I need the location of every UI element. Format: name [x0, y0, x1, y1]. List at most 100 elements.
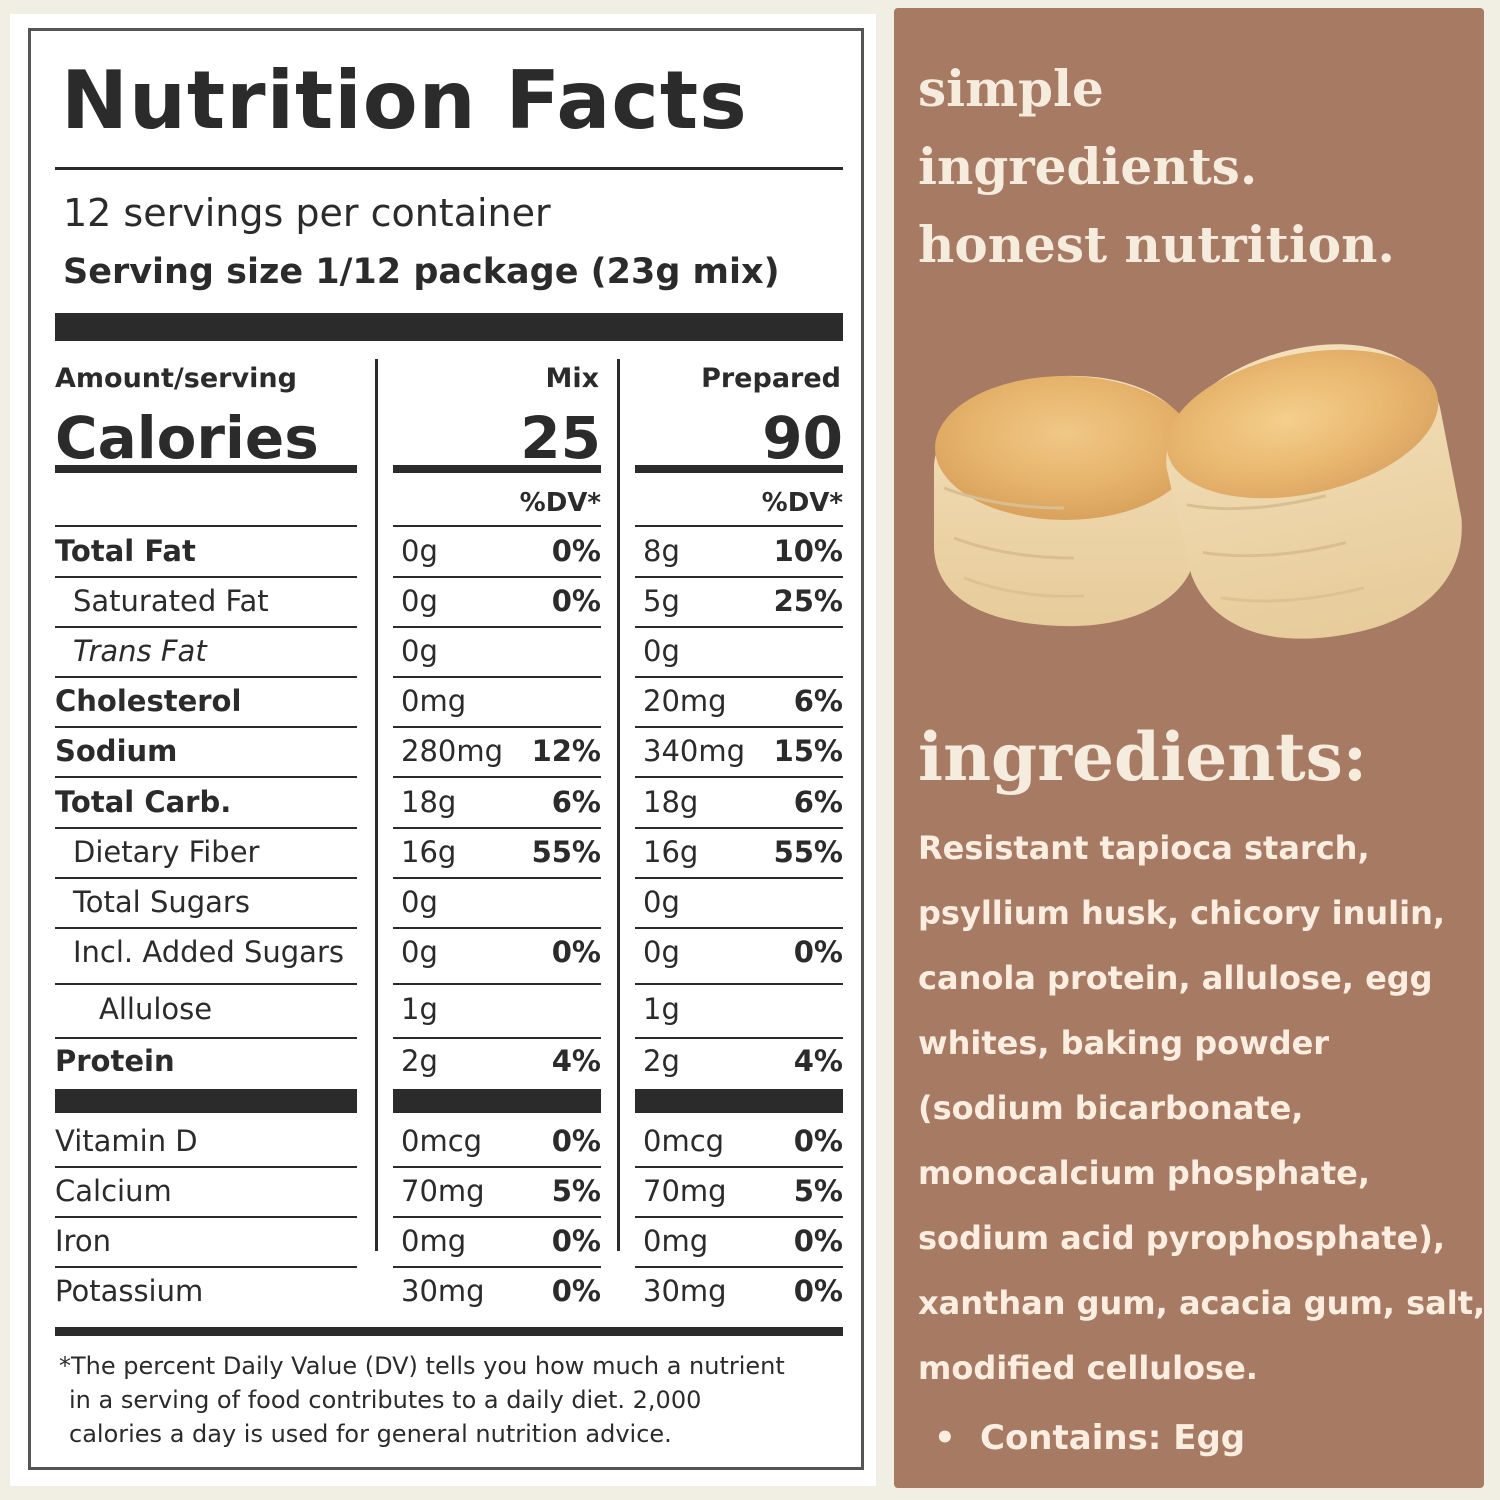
prepared-dv: 0%: [793, 935, 843, 969]
prepared-dv: 0%: [793, 1124, 843, 1158]
ingredients-line: xanthan gum, acacia gum, salt,: [918, 1284, 1486, 1322]
row-divider: [393, 776, 601, 778]
nutrition-label-panel: Nutrition Facts 12 servings per containe…: [10, 14, 876, 1486]
row-divider: [393, 626, 601, 628]
row-divider: [635, 626, 843, 628]
prepared-amount: 5g: [643, 584, 680, 618]
prepared-amount: 2g: [643, 1044, 680, 1078]
vitamin-name: Vitamin D: [55, 1124, 198, 1158]
mix-dv: 0%: [551, 1224, 601, 1258]
row-divider: [635, 576, 843, 578]
row-divider: [635, 1216, 843, 1218]
mix-dv: 12%: [531, 734, 601, 768]
nutrient-name: Incl. Added Sugars: [73, 935, 344, 969]
row-divider: [393, 1037, 601, 1039]
nutrition-label: Nutrition Facts 12 servings per containe…: [28, 28, 864, 1470]
row-divider: [55, 676, 357, 678]
mix-dv: 0%: [551, 584, 601, 618]
nutrient-name: Dietary Fiber: [73, 835, 260, 869]
row-divider: [635, 525, 843, 527]
row-divider: [635, 465, 843, 473]
vitamin-name: Calcium: [55, 1174, 172, 1208]
row-divider: [393, 1216, 601, 1218]
mix-amount: 0g: [401, 885, 438, 919]
row-divider: [55, 1216, 357, 1218]
biscuit: [934, 375, 1196, 627]
prepared-amount: 1g: [643, 992, 680, 1026]
mix-amount: 0g: [401, 634, 438, 668]
prepared-column-header: Prepared: [701, 363, 841, 394]
nutrient-name: Total Fat: [55, 534, 196, 568]
mix-dv: 6%: [551, 785, 601, 819]
tagline-line: ingredients.: [918, 137, 1258, 196]
row-divider: [55, 776, 357, 778]
row-divider: [393, 1089, 601, 1113]
prepared-amount: 0mg: [643, 1224, 709, 1258]
nutrient-name: Allulose: [99, 992, 213, 1026]
contains-text: Contains: Egg: [980, 1418, 1246, 1458]
ingredients-panel: simple ingredients. honest nutrition.: [894, 8, 1486, 1488]
prepared-amount: 70mg: [643, 1174, 727, 1208]
ingredients-heading: ingredients:: [918, 718, 1368, 796]
row-divider: [55, 983, 357, 985]
row-divider: [393, 1266, 601, 1268]
vitamin-name: Iron: [55, 1224, 111, 1258]
row-divider: [55, 1037, 357, 1039]
mix-amount: 0mg: [401, 1224, 467, 1258]
column-separator: [375, 359, 378, 1251]
row-divider: [393, 927, 601, 929]
prepared-dv: 0%: [793, 1224, 843, 1258]
prepared-dv: 6%: [793, 684, 843, 718]
mix-amount: 70mg: [401, 1174, 485, 1208]
row-divider: [55, 576, 357, 578]
row-divider: [635, 927, 843, 929]
ingredients-line: modified cellulose.: [918, 1349, 1258, 1387]
mix-calories: 25: [520, 404, 601, 472]
mix-dv-header: %DV*: [519, 488, 601, 518]
row-divider: [393, 576, 601, 578]
thick-divider: [55, 313, 843, 341]
mix-amount: 30mg: [401, 1274, 485, 1308]
row-divider: [635, 1037, 843, 1039]
row-divider: [635, 676, 843, 678]
row-divider: [55, 525, 357, 527]
row-divider: [635, 983, 843, 985]
prepared-amount: 8g: [643, 534, 680, 568]
mix-dv: 0%: [551, 935, 601, 969]
mix-amount: 18g: [401, 785, 457, 819]
mix-dv: 0%: [551, 1124, 601, 1158]
row-divider: [55, 726, 357, 728]
mix-amount: 280mg: [401, 734, 504, 768]
dv-footnote: *The percent Daily Value (DV) tells you …: [59, 1349, 859, 1451]
row-divider: [393, 525, 601, 527]
nutrient-name: Total Sugars: [73, 885, 250, 919]
prepared-dv: 15%: [773, 734, 843, 768]
prepared-dv: 0%: [793, 1274, 843, 1308]
row-divider: [55, 1089, 357, 1113]
row-divider: [55, 827, 357, 829]
prepared-amount: 18g: [643, 785, 699, 819]
tagline: simple ingredients. honest nutrition.: [918, 50, 1395, 284]
row-divider: [635, 877, 843, 879]
prepared-dv: 5%: [793, 1174, 843, 1208]
prepared-dv: 6%: [793, 785, 843, 819]
mix-amount: 0g: [401, 935, 438, 969]
prepared-amount: 0mcg: [643, 1124, 725, 1158]
nutrient-name: Sodium: [55, 734, 178, 768]
mix-amount: 1g: [401, 992, 438, 1026]
prepared-amount: 0g: [643, 935, 680, 969]
prepared-dv: 4%: [793, 1044, 843, 1078]
nutrient-name: Total Carb.: [55, 785, 232, 819]
footnote-line: *The percent Daily Value (DV) tells you …: [59, 1352, 785, 1380]
footnote-line: in a serving of food contributes to a da…: [69, 1386, 702, 1414]
ingredients-line: canola protein, allulose, egg: [918, 959, 1433, 997]
nutrient-name: Cholesterol: [55, 684, 242, 718]
ingredients-line: (sodium bicarbonate,: [918, 1089, 1304, 1127]
nutrient-name: Saturated Fat: [73, 584, 269, 618]
ingredients-line: Resistant tapioca starch,: [918, 829, 1370, 867]
row-divider: [55, 927, 357, 929]
row-divider: [393, 676, 601, 678]
row-divider: [55, 1266, 357, 1268]
row-divider: [635, 1166, 843, 1168]
bottom-thick-divider: [55, 1327, 843, 1336]
